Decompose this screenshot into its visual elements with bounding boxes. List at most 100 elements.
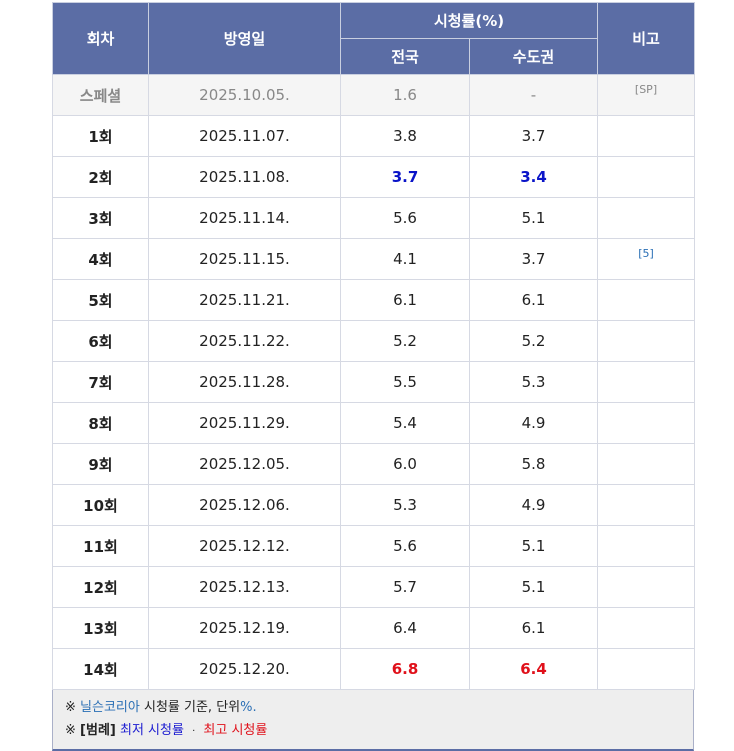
note-cell — [597, 443, 696, 485]
rating-cell: 6.8 — [340, 648, 470, 690]
episode-cell: 2회 — [52, 156, 149, 198]
legend-high: 최고 시청률 — [203, 723, 268, 738]
rating-cell: 5.3 — [468, 361, 599, 403]
footnote-mark: ※ — [65, 700, 76, 715]
rating-cell: 1.6 — [340, 74, 470, 116]
rating-cell: 6.1 — [468, 607, 599, 649]
rating-cell: 6.1 — [340, 279, 470, 321]
table-row: 5회 2025.11.21. 6.1 6.1 — [52, 279, 696, 321]
rating-cell: 6.1 — [468, 279, 599, 321]
table-row: 4회 2025.11.15. 4.1 3.7 [5] — [52, 238, 696, 280]
header-cell: 시청률(%) — [339, 2, 599, 39]
table-row: 3회 2025.11.14. 5.6 5.1 — [52, 197, 696, 239]
episode-cell: 11회 — [52, 525, 149, 567]
rating-cell: 3.7 — [340, 156, 470, 198]
note-cell — [597, 566, 696, 608]
footnote: ※ 닐슨코리아 시청률 기준, 단위%. — [65, 696, 683, 719]
episode-cell: 8회 — [52, 402, 149, 444]
episode-cell: 4회 — [52, 238, 149, 280]
rating-cell: 5.5 — [340, 361, 470, 403]
airdate-cell: 2025.11.07. — [148, 115, 341, 157]
rating-cell: - — [468, 74, 599, 116]
rating-cell: 6.0 — [340, 443, 470, 485]
rating-cell: 5.1 — [468, 525, 599, 567]
airdate-cell: 2025.11.14. — [148, 197, 341, 239]
table-row: 12회 2025.12.13. 5.7 5.1 — [52, 566, 696, 608]
airdate-cell: 2025.11.22. — [148, 320, 341, 362]
episode-cell: 13회 — [52, 607, 149, 649]
note-cell — [597, 402, 696, 444]
rating-cell: 5.6 — [340, 525, 470, 567]
airdate-cell: 2025.12.20. — [148, 648, 341, 690]
table-row: 6회 2025.11.22. 5.2 5.2 — [52, 320, 696, 362]
episode-cell: 7회 — [52, 361, 149, 403]
header-cell: 전국 — [340, 38, 470, 75]
rating-cell: 6.4 — [340, 607, 470, 649]
page: 회차 방영일 시청률(%) 비고 전국 수도권 스페셜 2025.10.05. 1.… — [52, 2, 696, 751]
airdate-cell: 2025.11.28. — [148, 361, 341, 403]
episode-cell: 14회 — [52, 648, 149, 690]
header-cell: 회차 — [52, 2, 149, 75]
table-row: 13회 2025.12.19. 6.4 6.1 — [52, 607, 696, 649]
airdate-cell: 2025.12.05. — [148, 443, 341, 485]
rating-cell: 5.2 — [468, 320, 599, 362]
note-cell — [597, 320, 696, 362]
episode-cell: 1회 — [52, 115, 149, 157]
note-cell — [597, 361, 696, 403]
table-body: 스페셜 2025.10.05. 1.6- [SP] 1회 2025.11.07. 3.8 3.… — [52, 74, 696, 690]
rating-cell: 5.4 — [340, 402, 470, 444]
rating-cell: 3.7 — [468, 238, 599, 280]
airdate-cell: 2025.11.29. — [148, 402, 341, 444]
table-row: 스페셜 2025.10.05. 1.6- [SP] — [52, 74, 696, 116]
ratings-table-wrap: 회차 방영일 시청률(%) 비고 전국 수도권 스페셜 2025.10.05. 1.… — [52, 2, 696, 751]
episode-cell: 6회 — [52, 320, 149, 362]
airdate-cell: 2025.12.06. — [148, 484, 341, 526]
note-cell: [SP] — [597, 74, 696, 116]
rating-cell: 5.7 — [340, 566, 470, 608]
airdate-cell: 2025.11.15. — [148, 238, 341, 280]
table-row: 7회 2025.11.28. 5.5 5.3 — [52, 361, 696, 403]
rating-cell: 5.1 — [468, 197, 599, 239]
rating-cell: 3.7 — [468, 115, 599, 157]
header-cell: 수도권 — [468, 38, 599, 75]
airdate-cell: 2025.10.05. — [148, 74, 341, 116]
airdate-cell: 2025.11.08. — [148, 156, 341, 198]
table-row: 2회 2025.11.08. 3.7 3.4 — [52, 156, 696, 198]
episode-cell: 9회 — [52, 443, 149, 485]
ratings-table: 회차 방영일 시청률(%) 비고 전국 수도권 스페셜 2025.10.05. 1.… — [52, 2, 696, 690]
episode-cell: 5회 — [52, 279, 149, 321]
table-row: 8회 2025.11.29. 5.4 4.9 — [52, 402, 696, 444]
rating-cell: 3.4 — [468, 156, 599, 198]
note-cell — [597, 484, 696, 526]
note-cell — [597, 156, 696, 198]
legend-label: [범례] — [80, 723, 116, 738]
note-cell: [5] — [597, 238, 696, 280]
footnote-unit: %. — [240, 700, 257, 715]
airdate-cell: 2025.12.13. — [148, 566, 341, 608]
episode-cell: 3회 — [52, 197, 149, 239]
legend-sep: · — [192, 726, 196, 737]
footnote-text: 시청률 기준, 단위 — [144, 700, 241, 715]
airdate-cell: 2025.12.19. — [148, 607, 341, 649]
note-cell — [597, 607, 696, 649]
note-cell — [597, 648, 696, 690]
header-cell: 방영일 — [148, 2, 341, 75]
table-row: 1회 2025.11.07. 3.8 3.7 — [52, 115, 696, 157]
rating-cell: 4.9 — [468, 484, 599, 526]
rating-cell: 5.1 — [468, 566, 599, 608]
source-link[interactable]: 닐슨코리아 — [80, 700, 140, 715]
airdate-cell: 2025.11.21. — [148, 279, 341, 321]
footnotes: ※ 닐슨코리아 시청률 기준, 단위%. ※ [범례] 최저 시청률 · 최고 … — [52, 690, 694, 751]
table-row: 14회 2025.12.20. 6.8 6.4 — [52, 648, 696, 690]
table-row: 11회 2025.12.12. 5.6 5.1 — [52, 525, 696, 567]
rating-cell: 5.8 — [468, 443, 599, 485]
rating-cell: 5.6 — [340, 197, 470, 239]
rating-cell: 6.4 — [468, 648, 599, 690]
note-cell — [597, 197, 696, 239]
rating-cell: 4.1 — [340, 238, 470, 280]
note-cell — [597, 115, 696, 157]
rating-cell: 5.2 — [340, 320, 470, 362]
header-cell: 비고 — [597, 2, 696, 75]
note-cell — [597, 279, 696, 321]
table-row: 10회 2025.12.06. 5.3 4.9 — [52, 484, 696, 526]
